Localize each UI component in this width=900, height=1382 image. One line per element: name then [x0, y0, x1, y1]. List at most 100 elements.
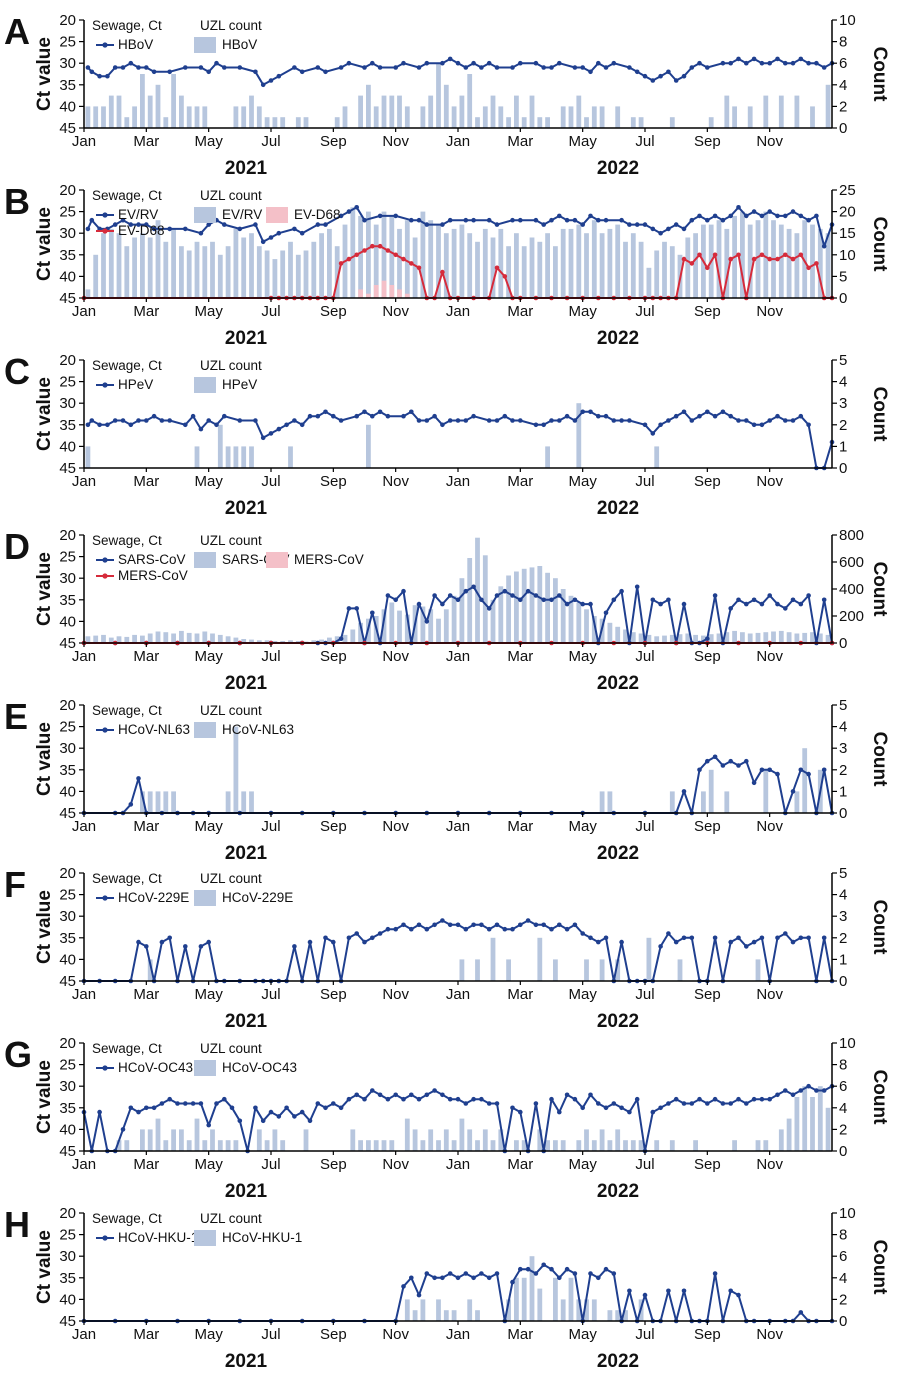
- point-HPeV: [736, 418, 741, 423]
- point-EV/RV: [85, 226, 91, 232]
- y-tick-label-right: 1: [839, 438, 847, 455]
- legend-title-sewage: Sewage, Ct: [92, 18, 162, 33]
- bar-SARS-CoV: [771, 631, 776, 643]
- bar-HCoV-NL63: [155, 791, 161, 813]
- point-HPeV: [447, 418, 453, 423]
- point-HPeV: [105, 422, 110, 428]
- bar-EV/RV: [716, 220, 722, 298]
- bar-HCoV-OC43: [794, 1097, 800, 1151]
- year-label: 2021: [225, 1011, 268, 1032]
- y-tick-label-right: 3: [839, 740, 847, 757]
- bar-EV/RV: [311, 241, 317, 298]
- bar-EV/RV: [303, 250, 309, 298]
- bar-EV/RV: [654, 250, 660, 298]
- point-SARS-CoV: [806, 593, 811, 598]
- bar-HPeV: [545, 446, 550, 468]
- point-EV-D68: [362, 248, 367, 253]
- bar-EV/RV: [397, 228, 402, 298]
- bar-SARS-CoV: [545, 572, 550, 643]
- y-tick-label-left: 20: [59, 12, 76, 29]
- bar-HCoV-HKU-1: [623, 1310, 628, 1321]
- bar-EV/RV: [817, 228, 823, 298]
- bar-HBoV: [140, 74, 145, 128]
- x-tick-label: Jan: [446, 818, 470, 835]
- point-HBoV: [736, 56, 741, 62]
- legend-label-sewage: HCoV-229E: [118, 890, 189, 905]
- bar-EV/RV: [755, 220, 761, 298]
- bar-HCoV-229E: [147, 959, 153, 981]
- bar-SARS-CoV: [630, 632, 636, 643]
- bar-EV/RV: [778, 224, 784, 298]
- point-HBoV: [814, 60, 819, 66]
- point-HCoV-OC43: [214, 1101, 219, 1106]
- point-HPeV: [268, 431, 274, 436]
- point-HCoV-NL63: [751, 780, 757, 786]
- point-HCoV-229E: [681, 935, 687, 941]
- bar-HCoV-OC43: [802, 1086, 808, 1151]
- legend-bar-icon: [194, 1230, 216, 1246]
- bar-EV/RV: [825, 233, 831, 298]
- bar-EV/RV: [194, 241, 200, 298]
- bar-HCoV-OC43: [591, 1140, 597, 1151]
- bar-HBoV: [708, 117, 714, 128]
- point-EV-D68: [705, 265, 710, 271]
- bar-HCoV-HKU-1: [443, 1310, 449, 1321]
- point-SARS-CoV: [821, 597, 827, 603]
- x-tick-label: Jan: [446, 473, 470, 490]
- point-HBoV: [128, 60, 134, 66]
- legend-title-sewage: Sewage, Ct: [92, 358, 162, 373]
- y-axis-label-left: Ct value: [34, 377, 55, 451]
- point-HCoV-229E: [432, 922, 437, 928]
- bar-SARS-CoV: [249, 639, 254, 643]
- panel-letter: C: [4, 351, 30, 392]
- x-tick-label: Jul: [635, 1156, 654, 1173]
- point-HBoV: [447, 56, 453, 62]
- x-tick-label: Jan: [72, 648, 96, 665]
- point-SARS-CoV: [471, 584, 476, 590]
- point-SARS-CoV: [603, 610, 609, 616]
- bar-HCoV-OC43: [233, 1140, 239, 1151]
- bar-HCoV-NL63: [802, 748, 808, 813]
- point-HBoV: [658, 73, 663, 79]
- bar-HCoV-OC43: [545, 1140, 550, 1151]
- point-HCoV-OC43: [307, 1118, 313, 1124]
- x-tick-label: May: [568, 303, 597, 320]
- year-label: 2021: [225, 498, 268, 519]
- point-SARS-CoV: [338, 636, 344, 641]
- bar-SARS-CoV: [740, 632, 745, 643]
- point-HCoV-OC43: [331, 1101, 336, 1106]
- point-EV-D68: [767, 256, 772, 262]
- point-EV-D68: [393, 252, 399, 258]
- x-tick-label: May: [568, 133, 597, 150]
- point-HCoV-229E: [759, 935, 765, 941]
- y-tick-label-left: 25: [59, 204, 76, 221]
- point-HCoV-229E: [206, 939, 211, 945]
- point-EV/RV: [471, 217, 476, 223]
- point-EV/RV: [144, 222, 149, 227]
- point-HBoV: [299, 69, 305, 75]
- point-SARS-CoV: [767, 593, 772, 598]
- bar-SARS-CoV: [194, 633, 200, 643]
- bar-EV/RV: [747, 224, 753, 298]
- bar-HCoV-OC43: [817, 1086, 823, 1151]
- point-HBoV: [214, 60, 219, 66]
- point-EV/RV: [705, 217, 710, 223]
- bar-EV/RV: [802, 220, 808, 298]
- x-tick-label: Sep: [320, 1156, 347, 1173]
- bar-HCoV-OC43: [825, 1107, 831, 1151]
- point-HBoV: [346, 60, 352, 66]
- point-HPeV: [603, 413, 609, 419]
- y-tick-label-left: 40: [59, 613, 76, 630]
- legend-label-clinical: EV/RV: [222, 207, 262, 222]
- bar-HCoV-OC43: [350, 1129, 356, 1151]
- x-tick-label: Jan: [446, 133, 470, 150]
- bar-HCoV-229E: [553, 959, 558, 981]
- point-HBoV: [611, 60, 617, 66]
- point-HPeV: [596, 413, 601, 419]
- bar-HCoV-OC43: [607, 1140, 613, 1151]
- bar-EV-D68: [358, 289, 363, 298]
- bar-EV/RV: [404, 220, 410, 298]
- bar-SARS-CoV: [685, 633, 691, 643]
- point-SARS-CoV: [658, 601, 663, 607]
- point-HCoV-HKU-1: [642, 1292, 648, 1298]
